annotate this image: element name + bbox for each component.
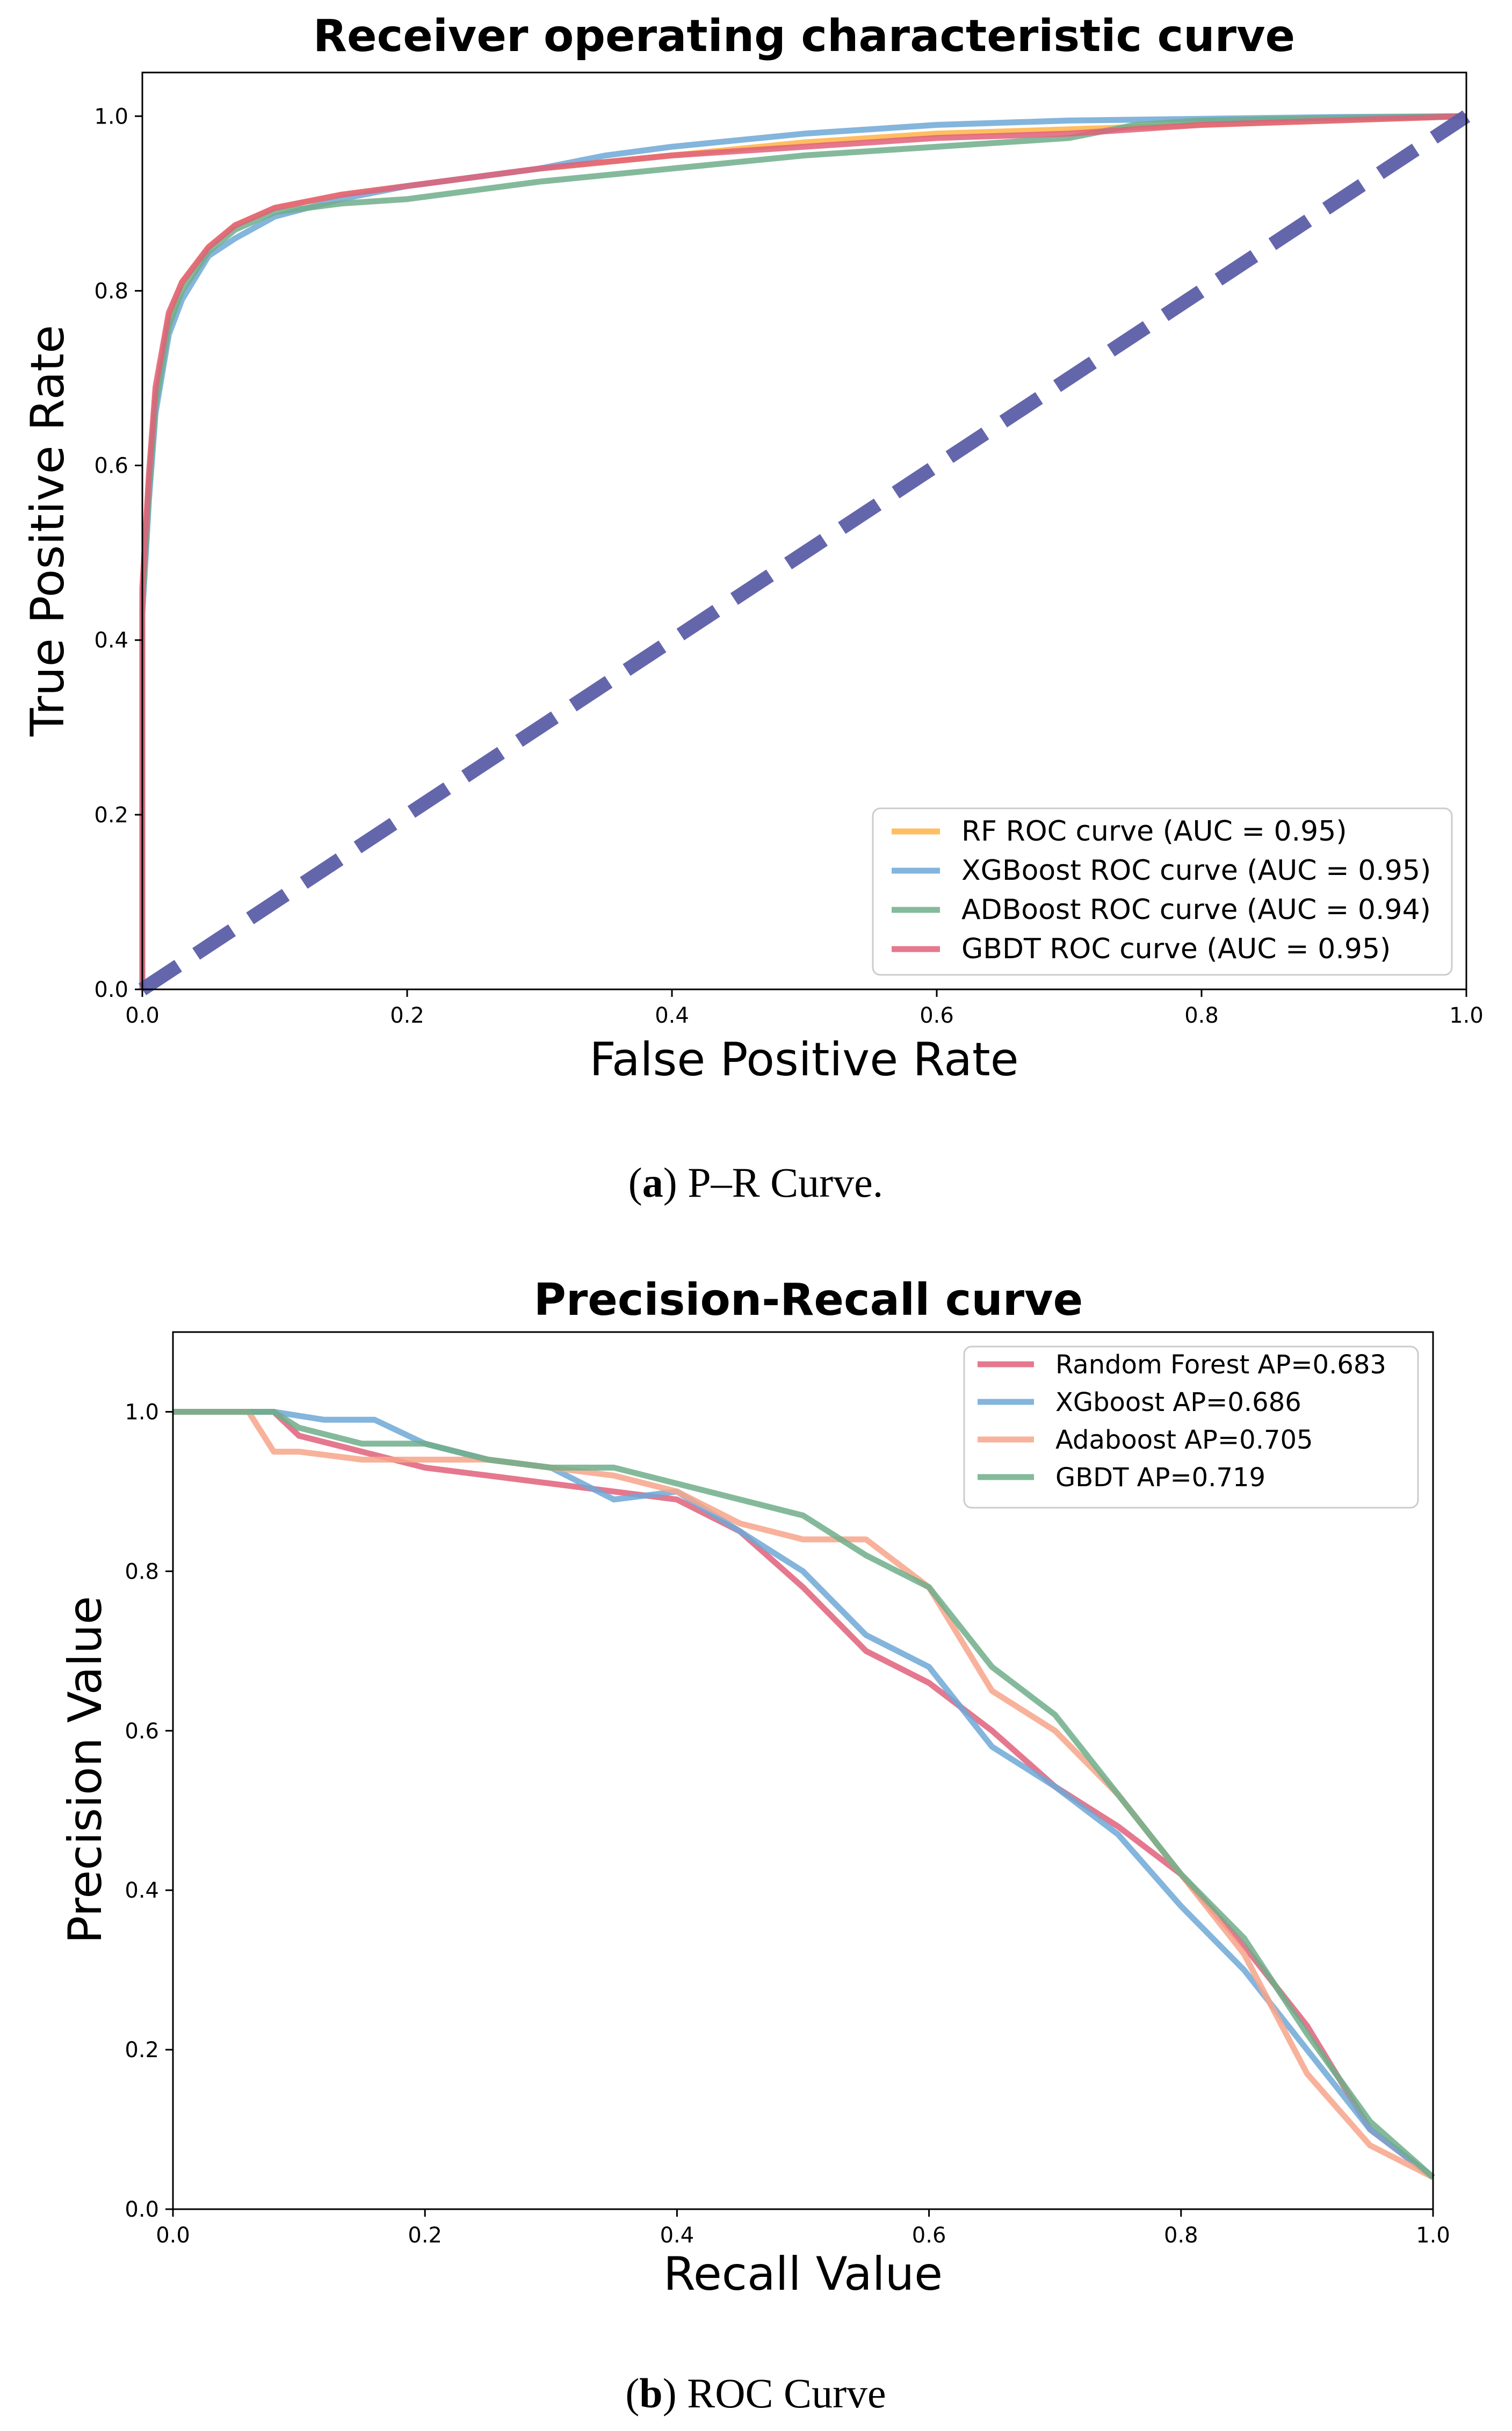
pr-series-line-2	[173, 1409, 1435, 2180]
pr-chart-title: Precision-Recall curve	[534, 1275, 1083, 1326]
pr-caption-open: (	[625, 2370, 639, 2416]
pr-x-tick-label-1: 0.2	[408, 2223, 442, 2248]
pr-ticks: 0.0 0.2 0.4 0.6 0.8 1.0 0.0 0.2 0.4 0.6 0.8 1.0	[125, 1400, 1450, 2248]
pr-legend-label-3: GBDT AP=0.719	[1055, 1463, 1265, 1493]
roc-x-tick-label-5: 1.0	[1449, 1003, 1484, 1028]
roc-caption-text: ) P–R Curve.	[663, 1159, 884, 1206]
pr-x-tick-label-5: 1.0	[1416, 2223, 1450, 2248]
roc-chart-title: Receiver operating characteristic curve	[313, 11, 1295, 62]
roc-x-tick-label-4: 0.8	[1184, 1003, 1219, 1028]
roc-y-tick-label-1: 0.2	[94, 803, 128, 828]
pr-y-tick-label-3: 0.6	[125, 1719, 159, 1743]
pr-legend: Random Forest AP=0.683 XGboost AP=0.686 Ad…	[963, 1345, 1419, 1509]
roc-x-tick-label-0: 0.0	[125, 1003, 160, 1028]
roc-legend-label-0: RF ROC curve (AUC = 0.95)	[961, 815, 1347, 848]
roc-caption-open: (	[628, 1159, 642, 1206]
roc-ticks: 0.0 0.2 0.4 0.6 0.8 1.0 0.0 0.2 0.4 0.6 0.8 1.0	[94, 104, 1483, 1028]
roc-y-tick-label-0: 0.0	[94, 978, 128, 1002]
pr-chart: Precision-Recall curve 0.0 0.2 0.4 0.6 0.8 1.…	[59, 1275, 1450, 2416]
roc-y-axis-label: True Positive Rate	[21, 325, 75, 737]
pr-series-line-3	[173, 1409, 1435, 2180]
roc-series-line-4	[138, 110, 1471, 995]
roc-x-axis-label: False Positive Rate	[589, 1033, 1018, 1087]
pr-y-tick-label-0: 0.0	[125, 2197, 159, 2222]
pr-y-tick-label-1: 0.2	[125, 2038, 159, 2063]
pr-plot-frame	[172, 1331, 1434, 2210]
pr-caption-text: ) ROC Curve	[663, 2370, 886, 2416]
pr-y-tick-label-2: 0.4	[125, 1878, 159, 1903]
roc-x-tick-label-1: 0.2	[390, 1003, 424, 1028]
pr-x-tick-label-0: 0.0	[156, 2223, 190, 2248]
pr-x-tick-label-4: 0.8	[1164, 2223, 1198, 2248]
pr-series-line-0	[173, 1409, 1435, 2180]
pr-series-line-1	[173, 1409, 1435, 2180]
pr-legend-box	[963, 1345, 1419, 1509]
pr-y-axis-label: Precision Value	[59, 1596, 112, 1943]
pr-y-tick-label-4: 0.8	[125, 1559, 159, 1584]
pr-caption-letter: b	[639, 2370, 662, 2416]
pr-legend-label-1: XGboost AP=0.686	[1055, 1387, 1301, 1417]
roc-legend: RF ROC curve (AUC = 0.95) XGBoost ROC cur…	[872, 807, 1453, 976]
roc-legend-label-2: ADBoost ROC curve (AUC = 0.94)	[961, 894, 1431, 926]
roc-y-tick-label-3: 0.6	[94, 454, 128, 479]
roc-plot-frame	[141, 71, 1467, 990]
roc-caption: (a) P–R Curve.	[628, 1159, 883, 1206]
roc-series-line-3	[139, 113, 1467, 989]
pr-legend-label-2: Adaboost AP=0.705	[1055, 1425, 1313, 1455]
pr-legend-label-0: Random Forest AP=0.683	[1055, 1350, 1386, 1380]
roc-legend-label-1: XGBoost ROC curve (AUC = 0.95)	[961, 855, 1431, 887]
pr-caption: (b) ROC Curve	[625, 2370, 886, 2416]
pr-y-tick-label-5: 1.0	[125, 1400, 159, 1424]
roc-caption-letter: a	[642, 1159, 663, 1206]
pr-series-group	[173, 1409, 1435, 2180]
roc-y-tick-label-2: 0.4	[94, 628, 128, 653]
roc-x-tick-label-3: 0.6	[920, 1003, 954, 1028]
roc-legend-label-3: GBDT ROC curve (AUC = 0.95)	[961, 933, 1391, 965]
roc-x-tick-label-2: 0.4	[655, 1003, 689, 1028]
pr-x-tick-label-3: 0.6	[912, 2223, 946, 2248]
roc-legend-box	[872, 807, 1453, 976]
roc-series-group	[138, 110, 1471, 995]
roc-y-tick-label-5: 1.0	[94, 104, 128, 129]
pr-x-tick-label-2: 0.4	[660, 2223, 694, 2248]
pr-x-axis-label: Recall Value	[663, 2247, 943, 2301]
roc-chart: Receiver operating characteristic curve …	[21, 11, 1484, 1206]
roc-y-tick-label-4: 0.8	[94, 279, 128, 303]
